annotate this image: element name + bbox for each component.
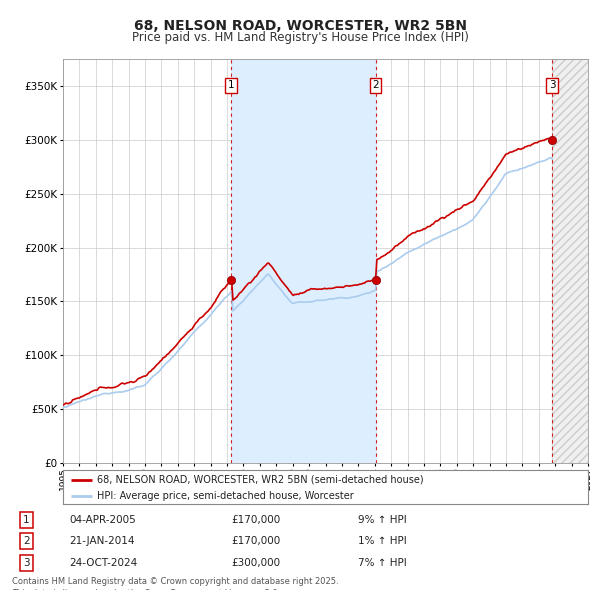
Text: 21-JAN-2014: 21-JAN-2014 — [70, 536, 135, 546]
Text: 04-APR-2005: 04-APR-2005 — [70, 514, 136, 525]
Text: 1% ↑ HPI: 1% ↑ HPI — [358, 536, 406, 546]
Text: Contains HM Land Registry data © Crown copyright and database right 2025.
This d: Contains HM Land Registry data © Crown c… — [12, 577, 338, 590]
Text: Price paid vs. HM Land Registry's House Price Index (HPI): Price paid vs. HM Land Registry's House … — [131, 31, 469, 44]
Text: 3: 3 — [549, 80, 556, 90]
Text: 68, NELSON ROAD, WORCESTER, WR2 5BN (semi-detached house): 68, NELSON ROAD, WORCESTER, WR2 5BN (sem… — [97, 475, 424, 485]
Text: 1: 1 — [23, 514, 30, 525]
Text: 68, NELSON ROAD, WORCESTER, WR2 5BN: 68, NELSON ROAD, WORCESTER, WR2 5BN — [133, 19, 467, 33]
Text: 2: 2 — [372, 80, 379, 90]
Text: HPI: Average price, semi-detached house, Worcester: HPI: Average price, semi-detached house,… — [97, 491, 354, 501]
Text: 2: 2 — [23, 536, 30, 546]
Text: 9% ↑ HPI: 9% ↑ HPI — [358, 514, 406, 525]
Bar — [552, 59, 588, 463]
Text: 7% ↑ HPI: 7% ↑ HPI — [358, 558, 406, 568]
Text: 1: 1 — [228, 80, 235, 90]
Text: £170,000: £170,000 — [231, 536, 280, 546]
Bar — [552, 59, 588, 463]
Text: £300,000: £300,000 — [231, 558, 280, 568]
Text: 3: 3 — [23, 558, 30, 568]
Text: 24-OCT-2024: 24-OCT-2024 — [70, 558, 138, 568]
Bar — [232, 59, 376, 463]
Text: £170,000: £170,000 — [231, 514, 280, 525]
